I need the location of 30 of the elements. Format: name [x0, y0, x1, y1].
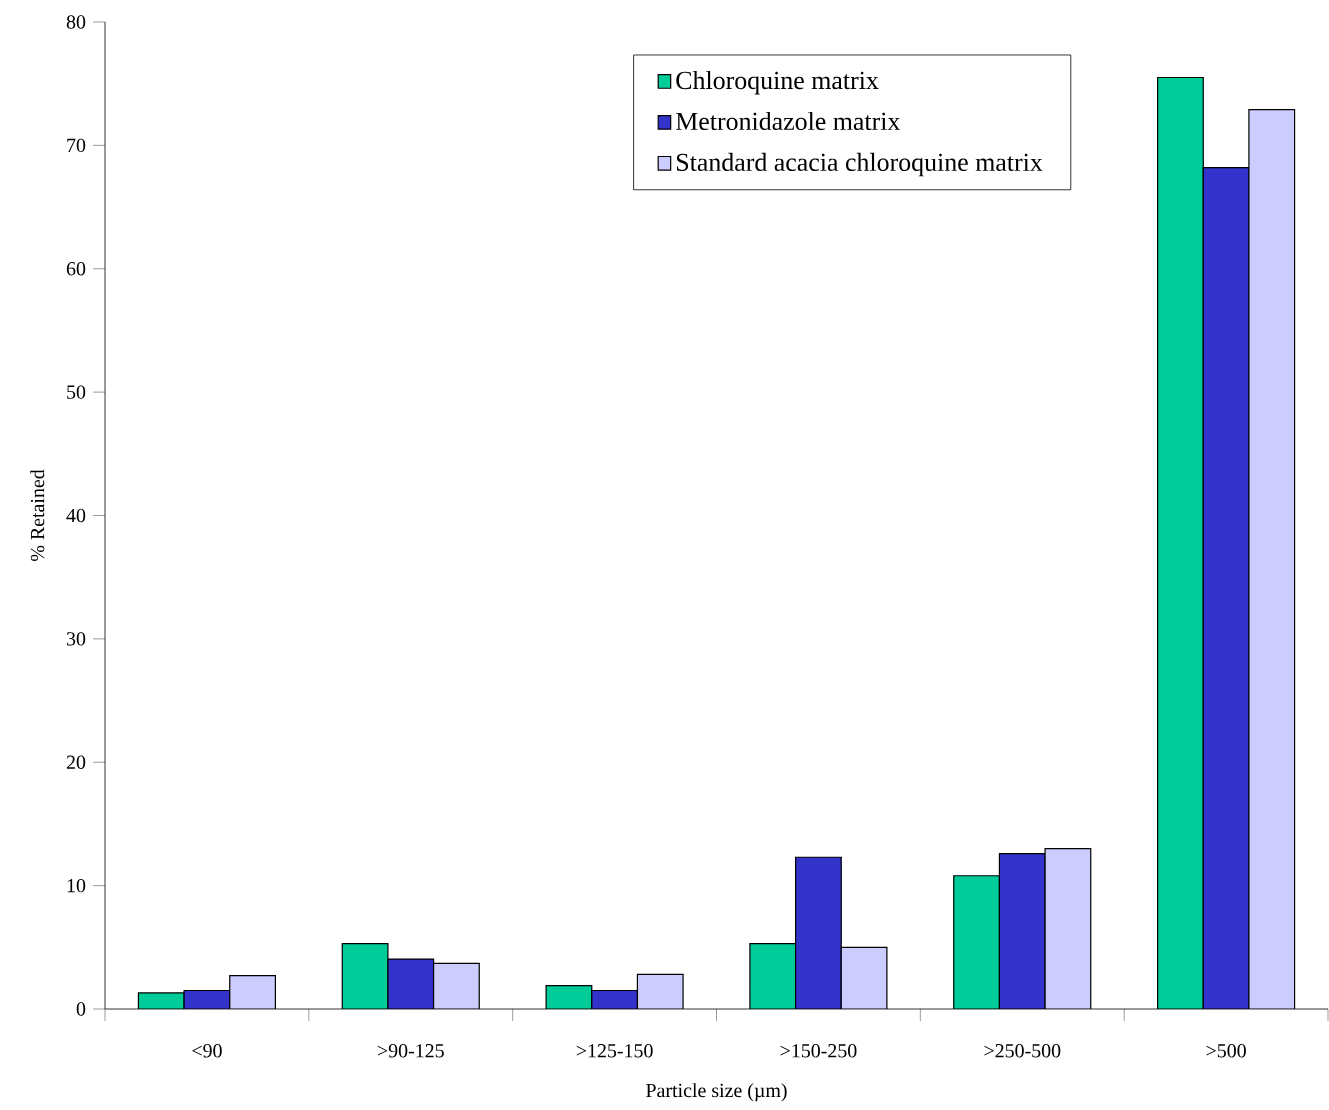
bar	[1202, 166, 1250, 1009]
y-tick-label: 0	[76, 1002, 86, 1016]
y-tick-label: 70	[67, 138, 86, 153]
y-tick-label: 20	[66, 755, 86, 769]
x-tick-label: >125-150	[576, 1044, 653, 1058]
x-tick-label: <90	[192, 1044, 222, 1058]
x-tick-label: >90-125	[377, 1044, 444, 1058]
bar	[749, 943, 796, 1009]
y-tick-label: 80	[66, 15, 86, 29]
y-tick-label: 10	[67, 878, 86, 893]
bar	[953, 875, 1000, 1009]
x-tick-label: >250-500	[984, 1044, 1061, 1058]
y-tick-label: 50	[67, 385, 86, 399]
x-tick-label: >150-250	[780, 1044, 857, 1058]
y-tick-label: 30	[67, 632, 86, 646]
bar	[999, 853, 1046, 1009]
legend-label: Chloroquine matrix	[676, 70, 879, 95]
y-axis-title: % Retained	[30, 469, 45, 562]
y-tick-label: 60	[66, 262, 86, 276]
bar	[387, 959, 434, 1009]
bar	[591, 990, 638, 1009]
x-tick-label: >500	[1206, 1044, 1246, 1058]
x-axis-title: Particle size (µm)	[646, 1083, 787, 1102]
bar	[795, 857, 842, 1009]
bar	[546, 985, 592, 1009]
y-tick-label: 40	[66, 508, 86, 523]
bar	[342, 943, 388, 1009]
legend-label: Standard acacia chloroquine matrix	[676, 152, 1043, 177]
legend-label: Metronidazole matrix	[676, 111, 901, 131]
bar	[1157, 76, 1204, 1009]
